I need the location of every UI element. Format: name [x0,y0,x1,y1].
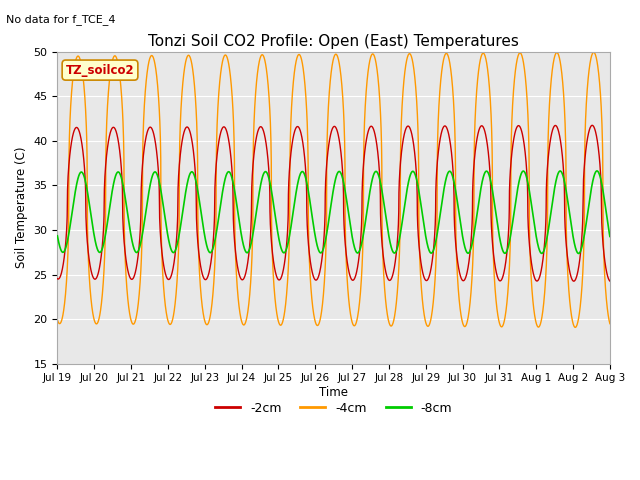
Text: TZ_soilco2: TZ_soilco2 [66,63,134,77]
Text: No data for f_TCE_4: No data for f_TCE_4 [6,14,116,25]
Legend: -2cm, -4cm, -8cm: -2cm, -4cm, -8cm [210,397,457,420]
X-axis label: Time: Time [319,386,348,399]
Title: Tonzi Soil CO2 Profile: Open (East) Temperatures: Tonzi Soil CO2 Profile: Open (East) Temp… [148,34,519,49]
Y-axis label: Soil Temperature (C): Soil Temperature (C) [15,147,28,268]
